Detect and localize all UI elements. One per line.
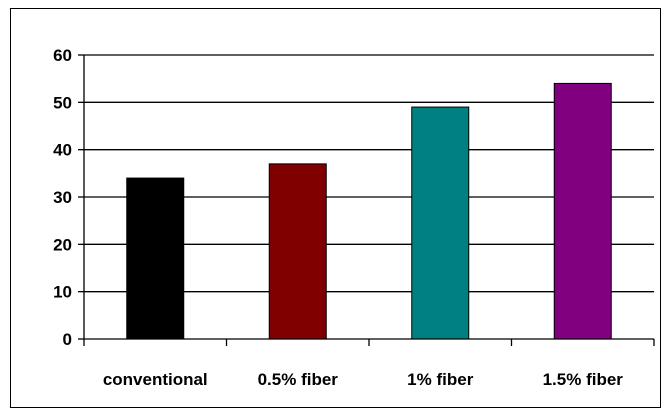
x-tick-label: conventional <box>103 370 208 389</box>
y-tick-label: 10 <box>53 283 72 302</box>
bar-1-5-fiber <box>553 82 612 340</box>
y-tick-label: 50 <box>53 93 72 112</box>
y-tick-label: 40 <box>53 141 72 160</box>
y-tick-label: 0 <box>63 330 72 349</box>
bar-1-fiber <box>411 106 470 340</box>
chart-frame <box>10 8 661 408</box>
x-tick-label: 0.5% fiber <box>258 370 339 389</box>
x-tick-label: 1.5% fiber <box>543 370 624 389</box>
bar-0-5-fiber <box>268 163 327 340</box>
y-tick-label: 30 <box>53 188 72 207</box>
y-tick-label: 20 <box>53 235 72 254</box>
y-tick-label: 60 <box>53 46 72 65</box>
bar-conventional <box>126 177 185 340</box>
x-tick-label: 1% fiber <box>407 370 474 389</box>
